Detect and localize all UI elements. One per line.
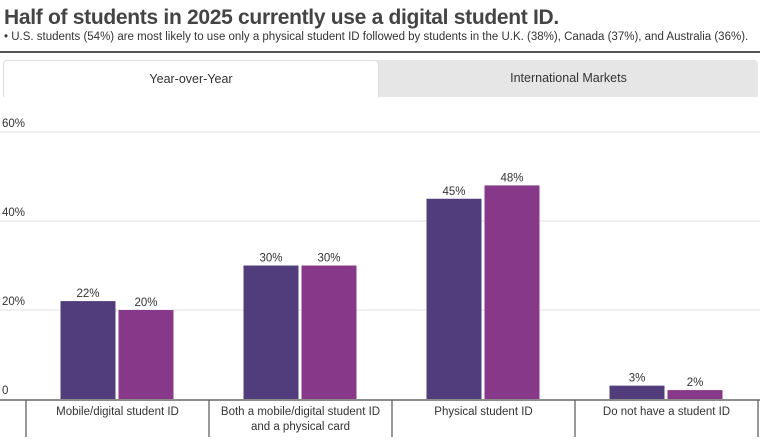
data-label: 22% xyxy=(76,288,99,300)
bar xyxy=(118,310,174,399)
bar xyxy=(301,265,357,399)
x-tick-label: Physical student ID xyxy=(434,406,532,418)
data-label: 3% xyxy=(629,373,646,385)
data-label: 20% xyxy=(134,297,157,309)
x-tick-label: Do not have a student ID xyxy=(603,406,730,418)
x-tick-label: and a physical card xyxy=(251,421,350,433)
bar xyxy=(60,301,116,399)
y-tick-label: 60% xyxy=(2,118,25,130)
y-tick-label: 40% xyxy=(2,207,25,219)
bar xyxy=(243,265,299,399)
tab-bar: Year-over-Year International Markets xyxy=(3,60,758,97)
data-label: 30% xyxy=(259,253,282,265)
bar xyxy=(667,390,723,399)
divider xyxy=(0,51,760,53)
tab-year-over-year[interactable]: Year-over-Year xyxy=(3,60,379,97)
x-tick-label: Mobile/digital student ID xyxy=(56,406,179,418)
x-tick-label: Both a mobile/digital student ID xyxy=(221,406,380,418)
y-tick-label: 0 xyxy=(2,385,8,397)
data-label: 48% xyxy=(500,172,523,184)
bar xyxy=(426,198,482,399)
tab-international-markets[interactable]: International Markets xyxy=(510,71,627,85)
data-label: 2% xyxy=(687,377,704,389)
chart-subtitle: • U.S. students (54%) are most likely to… xyxy=(4,31,749,43)
chart-title: Half of students in 2025 currently use a… xyxy=(4,6,559,29)
data-label: 30% xyxy=(317,253,340,265)
bar xyxy=(484,185,540,399)
data-label: 45% xyxy=(442,186,465,198)
bar xyxy=(609,385,665,399)
y-tick-label: 20% xyxy=(2,296,25,308)
